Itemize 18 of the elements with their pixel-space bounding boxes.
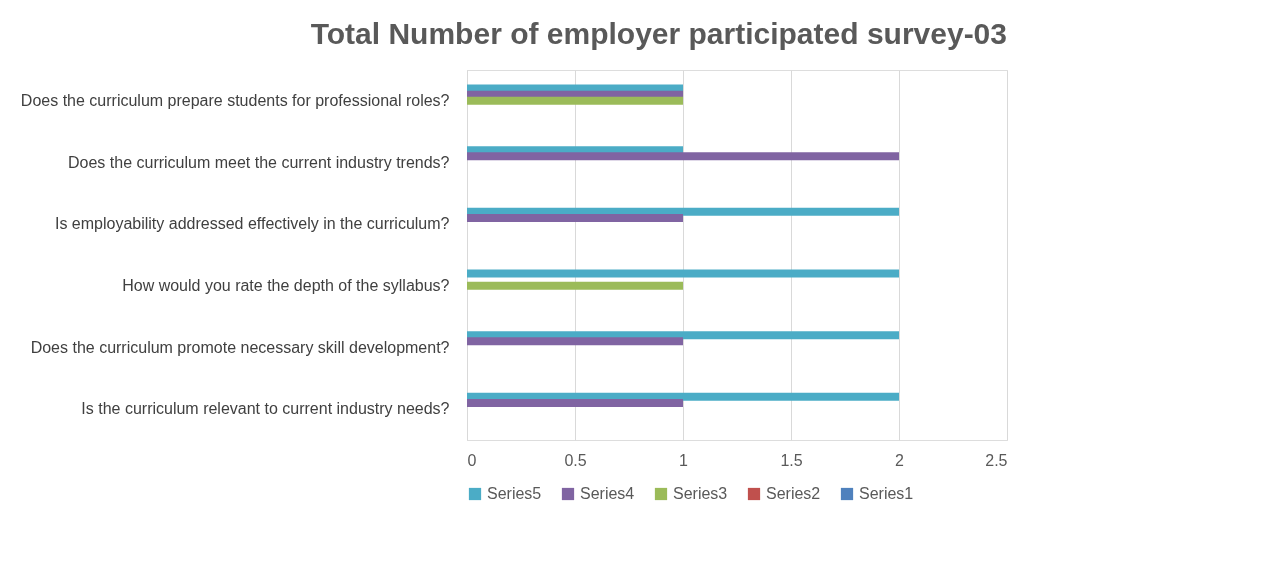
chart-title: Total Number of employer participated survey-03	[310, 17, 1007, 50]
y-tick-label: Does the curriculum meet the current industry trends?	[68, 153, 450, 171]
legend-label: Series3	[673, 485, 728, 502]
x-tick-label: 2	[895, 451, 905, 469]
legend-label: Series1	[859, 485, 914, 502]
x-tick-label: 2.5	[985, 451, 1008, 469]
x-tick-label: 1	[679, 451, 689, 469]
y-tick-label: Is the curriculum relevant to current industry needs?	[81, 400, 450, 418]
legend-label: Series4	[580, 485, 635, 502]
x-tick-label: 0	[467, 451, 477, 469]
x-tick-label: 0.5	[564, 451, 587, 469]
y-tick-label: Does the curriculum promote necessary skill development?	[30, 338, 450, 356]
y-tick-label: Does the curriculum prepare students for professional roles?	[20, 91, 450, 109]
y-tick-label: Is employability addressed effectively in the curriculum?	[54, 215, 450, 233]
x-tick-label: 1.5	[780, 451, 803, 469]
legend-label: Series5	[487, 485, 542, 502]
y-tick-label: How would you rate the depth of the syllabus?	[122, 276, 450, 294]
legend-label: Series2	[766, 485, 821, 502]
